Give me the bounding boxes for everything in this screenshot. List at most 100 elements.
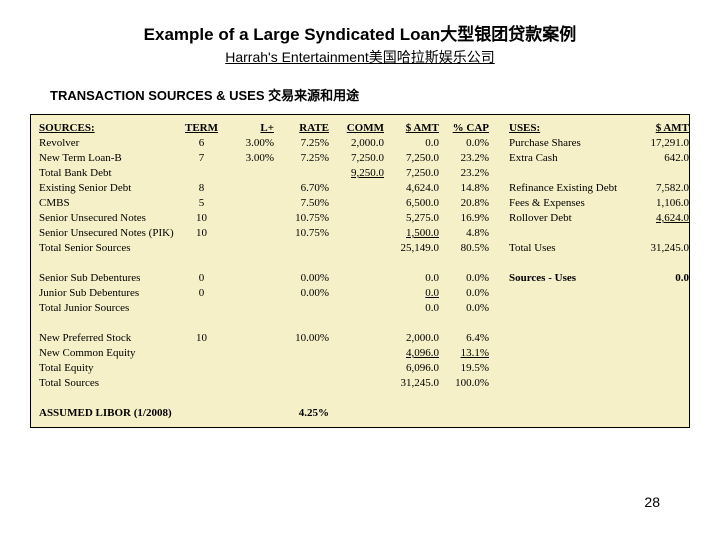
table-cell — [489, 361, 509, 376]
table-cell — [489, 301, 509, 316]
table-cell — [489, 211, 509, 226]
table-row: Senior Unsecured Notes1010.75%5,275.016.… — [39, 211, 681, 226]
table-cell — [224, 241, 274, 256]
sources-uses-table: SOURCES: TERM L+ RATE COMM $ AMT % CAP U… — [30, 114, 690, 428]
table-cell: Total Junior Sources — [39, 301, 179, 316]
table-cell: 0.0% — [439, 136, 489, 151]
table-cell — [489, 376, 509, 391]
table-cell: 0.0% — [439, 271, 489, 286]
table-cell: CMBS — [39, 196, 179, 211]
table-row: Total Junior Sources0.00.0% — [39, 301, 681, 316]
table-cell: 20.8% — [439, 196, 489, 211]
table-cell — [274, 166, 329, 181]
table-cell: 7,250.0 — [384, 166, 439, 181]
header-amt: $ AMT — [384, 121, 439, 136]
table-cell: 6,500.0 — [384, 196, 439, 211]
table-cell: 1,106.0 — [634, 196, 689, 211]
table-cell — [329, 361, 384, 376]
header-comm: COMM — [329, 121, 384, 136]
table-cell: 7,250.0 — [384, 151, 439, 166]
table-cell: 0 — [179, 286, 224, 301]
table-cell: 17,291.0 — [634, 136, 689, 151]
table-cell — [329, 181, 384, 196]
table-cell: 31,245.0 — [384, 376, 439, 391]
table-cell: Senior Unsecured Notes — [39, 211, 179, 226]
table-cell: 9,250.0 — [329, 166, 384, 181]
table-cell: Refinance Existing Debt — [509, 181, 634, 196]
table-cell: Total Bank Debt — [39, 166, 179, 181]
table-row: Senior Sub Debentures00.00%0.00.0%Source… — [39, 271, 681, 286]
table-row: Senior Unsecured Notes (PIK)1010.75%1,50… — [39, 226, 681, 241]
table-cell: 10 — [179, 211, 224, 226]
table-cell: Revolver — [39, 136, 179, 151]
table-cell — [274, 346, 329, 361]
table-cell: 7.25% — [274, 151, 329, 166]
table-cell — [509, 226, 634, 241]
table-cell — [489, 241, 509, 256]
table-cell: 2,000.0 — [384, 331, 439, 346]
table-cell — [634, 331, 689, 346]
table-cell — [489, 151, 509, 166]
table-row: Revolver63.00%7.25%2,000.00.00.0%Purchas… — [39, 136, 681, 151]
table-cell: 3.00% — [224, 136, 274, 151]
table-cell: Rollover Debt — [509, 211, 634, 226]
table-cell: 7,250.0 — [329, 151, 384, 166]
footer-value: 4.25% — [234, 406, 329, 421]
section-heading: TRANSACTION SOURCES & USES 交易来源和用途 — [50, 85, 690, 104]
table-cell: Junior Sub Debentures — [39, 286, 179, 301]
table-cell — [179, 241, 224, 256]
table-cell: 25,149.0 — [384, 241, 439, 256]
table-cell: 6 — [179, 136, 224, 151]
table-cell — [274, 241, 329, 256]
table-cell: Total Sources — [39, 376, 179, 391]
table-row: Existing Senior Debt86.70%4,624.014.8%Re… — [39, 181, 681, 196]
table-cell — [224, 346, 274, 361]
table-cell: 4.8% — [439, 226, 489, 241]
header-rate: RATE — [274, 121, 329, 136]
table-row: Total Bank Debt 9,250.07,250.023.2% — [39, 166, 681, 181]
table-cell: 23.2% — [439, 166, 489, 181]
table-cell — [634, 346, 689, 361]
table-cell — [634, 226, 689, 241]
header-uses: USES: — [509, 121, 634, 136]
table-cell: New Term Loan-B — [39, 151, 179, 166]
table-cell: 0.00% — [274, 286, 329, 301]
header-term: TERM — [179, 121, 224, 136]
page-number: 28 — [644, 494, 660, 510]
table-cell — [634, 376, 689, 391]
table-cell: 2,000.0 — [329, 136, 384, 151]
table-cell: 4,624.0 — [384, 181, 439, 196]
table-cell — [634, 301, 689, 316]
table-cell: 6.70% — [274, 181, 329, 196]
table-cell — [224, 286, 274, 301]
table-cell: 0.0% — [439, 286, 489, 301]
table-cell — [489, 331, 509, 346]
table-cell: 10.75% — [274, 226, 329, 241]
table-cell: 0.00% — [274, 271, 329, 286]
table-cell: Senior Sub Debentures — [39, 271, 179, 286]
table-cell: 10.75% — [274, 211, 329, 226]
table-cell: 6.4% — [439, 331, 489, 346]
table-cell: 31,245.0 — [634, 241, 689, 256]
table-cell: 100.0% — [439, 376, 489, 391]
table-cell — [224, 376, 274, 391]
table-cell: 0.0 — [384, 286, 439, 301]
table-cell: 0.0 — [384, 301, 439, 316]
table-cell: Extra Cash — [509, 151, 634, 166]
table-header-row: SOURCES: TERM L+ RATE COMM $ AMT % CAP U… — [39, 121, 681, 136]
table-row: CMBS57.50%6,500.020.8%Fees & Expenses1,1… — [39, 196, 681, 211]
table-cell — [509, 361, 634, 376]
header-cap: % CAP — [439, 121, 489, 136]
table-cell — [509, 346, 634, 361]
table-row: Total Equity6,096.019.5% — [39, 361, 681, 376]
table-cell: 7.50% — [274, 196, 329, 211]
table-cell: Total Senior Sources — [39, 241, 179, 256]
table-cell: Total Uses — [509, 241, 634, 256]
table-cell — [224, 271, 274, 286]
table-cell — [329, 226, 384, 241]
table-cell — [274, 376, 329, 391]
table-cell — [329, 376, 384, 391]
table-cell — [179, 346, 224, 361]
table-cell: New Common Equity — [39, 346, 179, 361]
table-cell — [509, 286, 634, 301]
